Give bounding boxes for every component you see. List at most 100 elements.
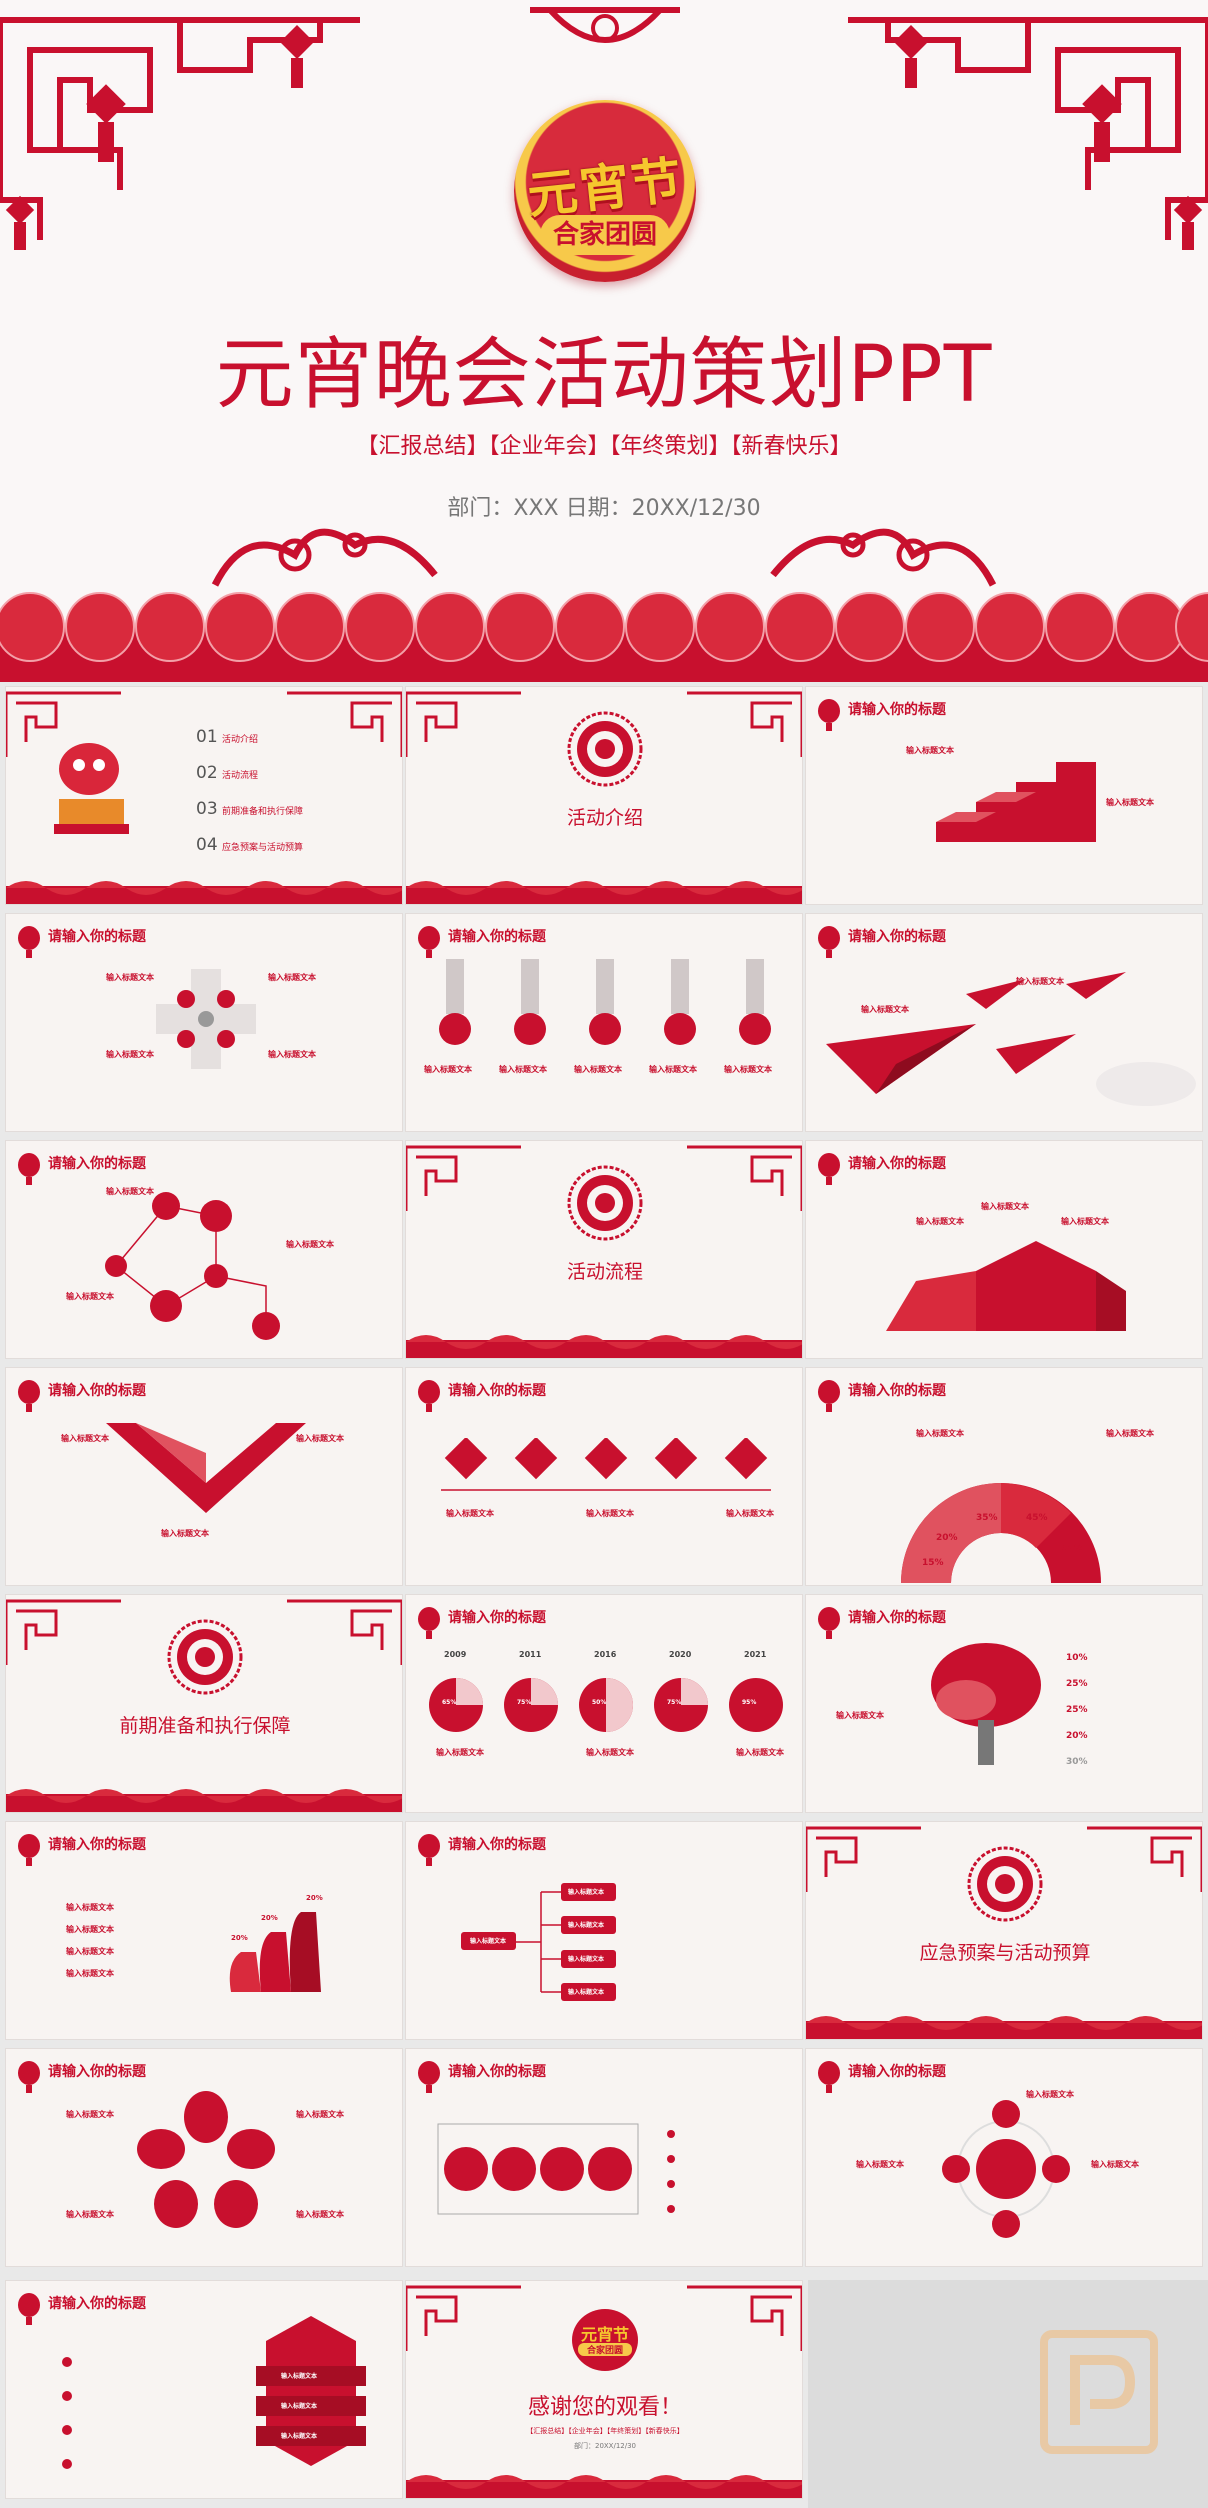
- agenda-item[interactable]: 02 活动流程: [196, 763, 259, 783]
- cross-diagram: [156, 969, 256, 1069]
- agenda-item[interactable]: 01 活动介绍: [196, 727, 259, 747]
- slide-semicircle-pie[interactable]: 请输入你的标题 15% 20% 35% 45% 65% 输入标题文本 输入标题文…: [805, 1367, 1203, 1586]
- slide-building[interactable]: 请输入你的标题 输入标题文本 输入标题文本 输入标题文本: [805, 1140, 1203, 1359]
- slide-tree[interactable]: 请输入你的标题 输入标题文本 10% 25% 25% 20% 30%: [805, 1594, 1203, 1813]
- text-label: 输入标题文本: [61, 1434, 109, 1443]
- text-label: 输入标题文本: [470, 1938, 507, 1945]
- slide-3d-bars[interactable]: 请输入你的标题 20% 20% 20% 输入标题文本 输入标题文本 输入标题文本…: [5, 1821, 403, 2040]
- slide-cross-diagram[interactable]: 请输入你的标题 输入标题文本 输入标题文本 输入标题文本 输入标题文本: [5, 913, 403, 1132]
- title-slide[interactable]: 元宵节 合家团圆 元宵晚会活动策划PPT 【汇报总结】【企业年会】【年终策划】【…: [0, 0, 1208, 682]
- slide-agenda[interactable]: 01 活动介绍 02 活动流程 03 前期准备和执行保障 04 应急预案与活动预算: [5, 686, 403, 905]
- section-title: 活动介绍: [566, 807, 643, 829]
- logo-watermark: [1040, 2330, 1158, 2454]
- loop-process: [437, 2123, 675, 2215]
- text-label: 输入标题文本: [1026, 2090, 1074, 2099]
- percent-label: 20%: [1066, 1731, 1088, 1741]
- lattice-corner: [806, 1826, 921, 1892]
- slide-loop-process[interactable]: 请输入你的标题: [405, 2048, 803, 2267]
- slide-timeline-circles[interactable]: 请输入你的标题 2009 2011 2016 2020 2021 65% 75%…: [405, 1594, 803, 1813]
- lattice-corner: [6, 1599, 121, 1665]
- lattice-corner: [287, 1599, 402, 1665]
- slide-ending[interactable]: 元宵节 合家团圆 感谢您的观看！ 【汇报总结】【企业年会】【年终策划】【新春快乐…: [405, 2280, 803, 2499]
- slide-v-chart[interactable]: 请输入你的标题 输入标题文本 输入标题文本 输入标题文本: [5, 1367, 403, 1586]
- slide-title: 请输入你的标题: [48, 2064, 146, 2080]
- percent-label: 15%: [922, 1558, 944, 1568]
- text-label: 输入标题文本: [568, 1922, 605, 1929]
- lantern-icon: [18, 1834, 40, 1866]
- papercut-medallion: [167, 1619, 243, 1695]
- section-title: 应急预案与活动预算: [919, 1942, 1091, 1964]
- lantern-icon: [818, 699, 840, 731]
- slide-stairs[interactable]: 请输入你的标题 输入标题文本 输入标题文本: [805, 686, 1203, 905]
- text-label: 输入标题文本: [161, 1529, 209, 1538]
- slide-section-prep[interactable]: 前期准备和执行保障: [5, 1594, 403, 1813]
- slide-section-intro[interactable]: 活动介绍: [405, 686, 803, 905]
- lantern-icon: [818, 1380, 840, 1412]
- 3d-bar-graphic: [229, 1912, 321, 1992]
- slide-radial[interactable]: 请输入你的标题 输入标题文本 输入标题文本 输入标题文本: [805, 2048, 1203, 2267]
- text-label: 输入标题文本: [436, 1748, 484, 1757]
- circle-timeline: [429, 1678, 783, 1732]
- agenda-item[interactable]: 04 应急预案与活动预算: [196, 835, 304, 855]
- slide-title: 请输入你的标题: [448, 1383, 546, 1399]
- slide-paper-planes[interactable]: 请输入你的标题 输入标题文本 输入标题文本: [805, 913, 1203, 1132]
- department-date: 部门：XXX 日期：20XX/12/30: [447, 496, 761, 521]
- lattice-corner: [6, 691, 121, 757]
- text-label: 输入标题文本: [736, 1748, 784, 1757]
- slide-section-budget[interactable]: 应急预案与活动预算: [805, 1821, 1203, 2040]
- slide-tree-structure[interactable]: 请输入你的标题 输入标题文本 输入标题文本 输入标题文本 输入标题文本 输入标题…: [405, 1821, 803, 2040]
- festival-badge: 元宵节 合家团圆: [494, 100, 716, 300]
- slide-diamonds[interactable]: 请输入你的标题 输入标题文本 输入标题文本 输入标题文本: [405, 1367, 803, 1586]
- lantern-icon: [18, 926, 40, 958]
- slide-flower[interactable]: 请输入你的标题 输入标题文本 输入标题文本 输入标题文本 输入标题文本: [5, 2048, 403, 2267]
- lantern-icon: [818, 1153, 840, 1185]
- text-label: 输入标题文本: [574, 1065, 622, 1074]
- slide-title: 请输入你的标题: [48, 929, 146, 945]
- year-label: 2016: [594, 1650, 617, 1659]
- text-label: 输入标题文本: [66, 2210, 114, 2219]
- slide-title: 请输入你的标题: [848, 702, 946, 718]
- text-label: 输入标题文本: [296, 2110, 344, 2119]
- year-label: 2011: [519, 1650, 542, 1659]
- text-label: 输入标题文本: [66, 1969, 114, 1978]
- wave-border: [406, 881, 802, 904]
- slide-title: 请输入你的标题: [48, 1156, 146, 1172]
- lantern-icon: [418, 1380, 440, 1412]
- lantern-icon: [18, 1153, 40, 1185]
- ending-tags: 【汇报总结】【企业年会】【年终策划】【新春快乐】: [526, 2427, 684, 2435]
- percent-label: 25%: [1066, 1705, 1088, 1715]
- lattice-ornament-left: [0, 17, 360, 250]
- text-label: 输入标题文本: [724, 1065, 772, 1074]
- percent-label: 75%: [667, 1699, 682, 1706]
- ending-title: 感谢您的观看！: [527, 2395, 682, 2420]
- text-label: 输入标题文本: [906, 746, 954, 755]
- text-label: 输入标题文本: [568, 1956, 605, 1963]
- lattice-corner: [406, 2285, 521, 2351]
- text-label: 输入标题文本: [916, 1429, 964, 1438]
- network-diagram: [105, 1192, 280, 1340]
- semicircle-pie: [901, 1483, 1101, 1583]
- slide-network[interactable]: 请输入你的标题 输入标题文本 输入标题文本 输入标题文本: [5, 1140, 403, 1359]
- slide-title: 请输入你的标题: [848, 1156, 946, 1172]
- slide-section-flow[interactable]: 活动流程: [405, 1140, 803, 1359]
- branch-lines: [461, 1883, 616, 2001]
- slide-title: 请输入你的标题: [848, 2064, 946, 2080]
- slide-medals[interactable]: 请输入你的标题 输入标题文本 输入标题文本 输入标题文本 输入标题文本 输入标题…: [405, 913, 803, 1132]
- slide-hexagon[interactable]: 请输入你的标题 输入标题文本 输入标题文本 输入标题文本: [5, 2280, 403, 2499]
- text-label: 输入标题文本: [981, 1202, 1029, 1211]
- ending-badge-subtitle: 合家团圆: [578, 2343, 632, 2356]
- slide-title: 请输入你的标题: [48, 2296, 146, 2312]
- text-label: 输入标题文本: [106, 1187, 154, 1196]
- text-label: 输入标题文本: [1106, 798, 1154, 807]
- wave-border: [6, 1789, 402, 1812]
- percent-label: 20%: [306, 1894, 323, 1902]
- text-label: 输入标题文本: [586, 1748, 634, 1757]
- text-label: 输入标题文本: [268, 973, 316, 982]
- hexagon-stack: [256, 2316, 366, 2466]
- agenda-item[interactable]: 03 前期准备和执行保障: [196, 799, 304, 819]
- percent-label: 65%: [442, 1699, 457, 1706]
- text-label: 输入标题文本: [568, 1989, 605, 1996]
- text-label: 输入标题文本: [1106, 1429, 1154, 1438]
- lantern-icon: [418, 926, 440, 958]
- year-label: 2020: [669, 1650, 692, 1659]
